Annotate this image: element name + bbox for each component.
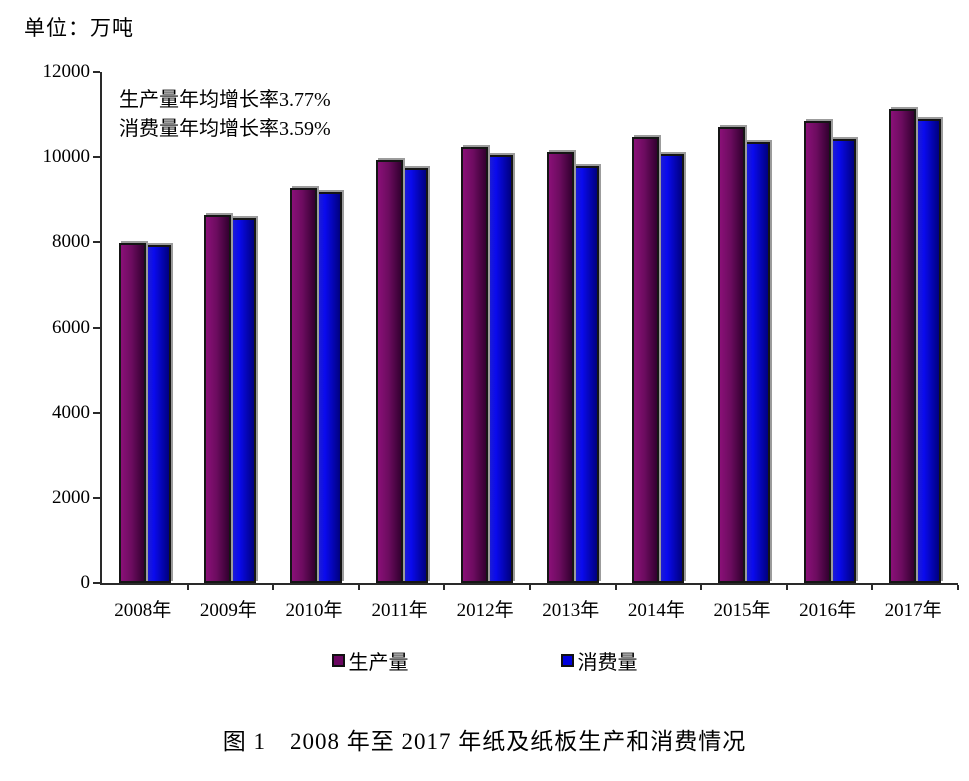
bar-group-2017年 (872, 72, 958, 583)
x-category-label: 2012年 (456, 600, 514, 621)
consumption-bar-2014年 (657, 154, 685, 583)
production-bar-2016年 (803, 121, 831, 583)
x-tick-mark (700, 585, 703, 590)
production-bar-2009年 (204, 215, 232, 583)
bar-group-2008年 (102, 72, 188, 583)
y-tick-label: 10000 (42, 146, 91, 168)
y-tick-mark (93, 496, 100, 499)
x-tick-mark (957, 585, 959, 590)
consumption-bar-2008年 (143, 245, 171, 583)
production-bar-2014年 (632, 137, 660, 583)
x-tick-mark (357, 585, 360, 590)
consumption-bar-2011年 (400, 168, 428, 583)
x-category-label: 2014年 (627, 600, 685, 621)
x-tick-mark (785, 585, 788, 590)
y-tick-label: 12000 (42, 61, 91, 82)
x-category-label: 2009年 (199, 600, 257, 621)
production-bar-2012年 (461, 147, 489, 583)
consumption-swatch-icon (560, 654, 574, 667)
x-tick-mark (614, 585, 617, 590)
legend-label: 消费量 (577, 652, 638, 674)
figure-caption: 图 1 2008 年至 2017 年纸及纸板生产和消费情况 (222, 729, 747, 754)
bar-group-2012年 (444, 72, 530, 583)
legend-item-生产量: 生产量 (331, 646, 409, 675)
bar-group-2009年 (188, 72, 274, 583)
x-tick-mark (443, 585, 446, 590)
y-tick-mark (93, 241, 100, 244)
production-bar-2015年 (717, 127, 745, 583)
consumption-bar-2010年 (314, 192, 342, 583)
consumption-bar-2009年 (229, 218, 257, 583)
y-tick-label: 8000 (52, 231, 90, 253)
bar-group-2016年 (787, 72, 873, 583)
y-tick-mark (93, 71, 100, 73)
legend-item-消费量: 消费量 (560, 646, 638, 675)
production-bar-2008年 (118, 243, 146, 583)
y-tick-label: 4000 (52, 401, 90, 423)
y-tick-label: 2000 (52, 486, 90, 508)
bar-group-2015年 (701, 72, 787, 583)
x-category-label: 2016年 (799, 600, 857, 621)
y-tick-mark (93, 156, 100, 159)
x-category-label: 2008年 (114, 600, 172, 621)
y-tick-label: 6000 (52, 316, 90, 338)
x-tick-mark (871, 585, 874, 590)
consumption-bar-2012年 (486, 155, 514, 583)
x-tick-mark (529, 585, 531, 590)
production-bar-2017年 (889, 109, 917, 583)
annotation-production-growth: 生产量年均增长率3.77% (119, 89, 331, 111)
x-category-label: 2011年 (371, 600, 428, 621)
bar-group-2013年 (530, 72, 616, 583)
x-category-label: 2010年 (285, 600, 343, 621)
x-category-label: 2015年 (713, 600, 771, 621)
production-bar-2013年 (546, 152, 574, 583)
production-bar-2011年 (375, 160, 403, 583)
legend: 生产量 消费量 (0, 646, 969, 675)
x-category-label: 2017年 (884, 600, 942, 621)
production-swatch-icon (331, 654, 345, 667)
growth-rate-annotation: 生产量年均增长率3.77% 消费量年均增长率3.59% (119, 86, 331, 144)
x-category-label: 2013年 (542, 600, 600, 621)
x-tick-mark (272, 585, 275, 590)
y-tick-label: 0 (80, 572, 91, 593)
y-tick-mark (93, 326, 100, 329)
x-tick-mark (186, 585, 189, 590)
bar-group-2011年 (359, 72, 445, 583)
annotation-consumption-growth: 消费量年均增长率3.59% (119, 118, 331, 140)
unit-label: 单位：万吨 (24, 16, 134, 40)
consumption-bar-2015年 (742, 142, 770, 583)
y-tick-mark (93, 411, 100, 414)
y-tick-mark (93, 582, 100, 584)
consumption-bar-2016年 (828, 139, 856, 583)
consumption-bar-2013年 (571, 166, 599, 583)
legend-label: 生产量 (348, 652, 409, 674)
bar-group-2014年 (616, 72, 702, 583)
consumption-bar-2017年 (914, 119, 942, 583)
plot-area: 生产量年均增长率3.77% 消费量年均增长率3.59% (93, 71, 959, 590)
bar-group-2010年 (273, 72, 359, 583)
production-bar-2010年 (289, 188, 317, 583)
